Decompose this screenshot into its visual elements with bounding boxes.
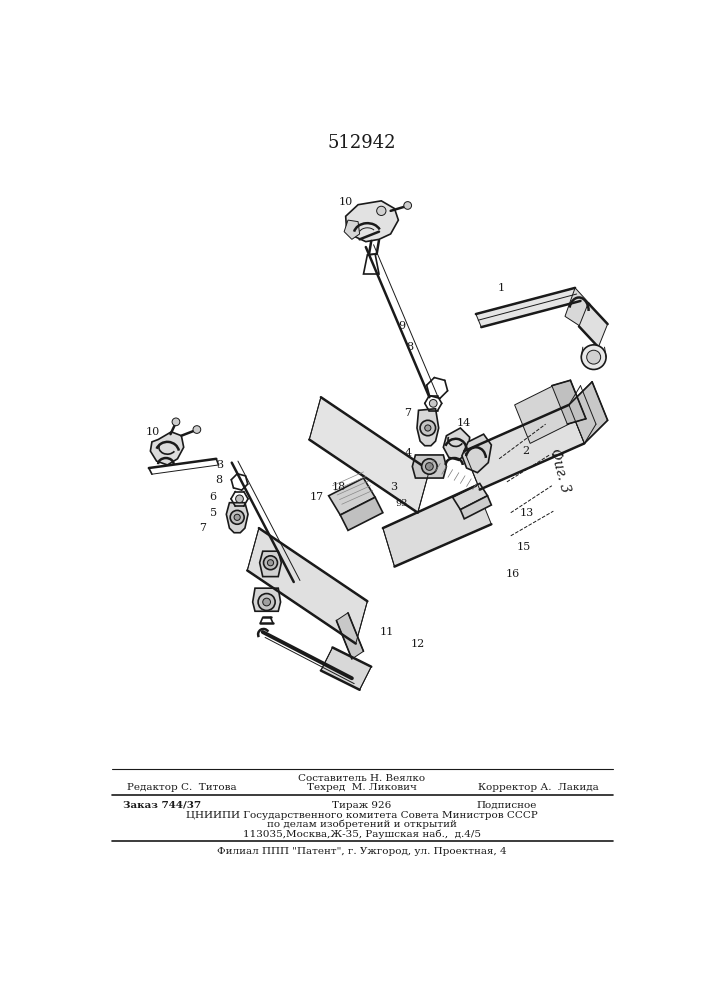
Polygon shape	[452, 483, 488, 510]
Circle shape	[429, 400, 437, 407]
Text: Фиг. 3: Фиг. 3	[547, 447, 572, 494]
Polygon shape	[579, 303, 607, 347]
Circle shape	[172, 418, 180, 426]
Circle shape	[193, 426, 201, 433]
Circle shape	[420, 420, 436, 436]
Text: 9: 9	[399, 321, 406, 331]
Circle shape	[267, 560, 274, 566]
Text: 8: 8	[407, 342, 414, 352]
Text: Редактор С.  Титова: Редактор С. Титова	[127, 783, 236, 792]
Text: Тираж 926: Тираж 926	[332, 801, 392, 810]
Circle shape	[426, 463, 433, 470]
Text: 4: 4	[405, 448, 412, 458]
Text: 16: 16	[506, 569, 520, 579]
Polygon shape	[476, 288, 580, 327]
Text: 3: 3	[216, 460, 223, 470]
Polygon shape	[460, 496, 491, 519]
Polygon shape	[321, 647, 371, 690]
Text: 13: 13	[520, 508, 534, 518]
Text: 1: 1	[498, 283, 505, 293]
Polygon shape	[565, 288, 590, 328]
Polygon shape	[259, 551, 281, 577]
Text: 5: 5	[211, 508, 218, 518]
Text: 11: 11	[380, 627, 394, 637]
Circle shape	[235, 495, 243, 503]
Text: 12: 12	[411, 639, 425, 649]
Polygon shape	[346, 201, 398, 242]
Circle shape	[587, 350, 601, 364]
Circle shape	[425, 425, 431, 431]
Text: 512942: 512942	[328, 134, 396, 152]
Text: 10: 10	[339, 197, 353, 207]
Text: 8: 8	[215, 475, 222, 485]
Polygon shape	[344, 220, 360, 239]
Text: 7: 7	[199, 523, 206, 533]
Polygon shape	[443, 428, 469, 460]
Text: Техред  М. Ликович: Техред М. Ликович	[307, 783, 417, 792]
Polygon shape	[151, 432, 184, 465]
Text: 113035,Москва,Ж-35, Раушская наб.,  д.4/5: 113035,Москва,Ж-35, Раушская наб., д.4/5	[243, 829, 481, 839]
Text: 17: 17	[310, 492, 324, 502]
Text: Составитель Н. Веялко: Составитель Н. Веялко	[298, 774, 426, 783]
Polygon shape	[462, 434, 491, 473]
Polygon shape	[247, 528, 368, 644]
Polygon shape	[464, 405, 585, 490]
Circle shape	[581, 345, 606, 369]
Text: Заказ 744/37: Заказ 744/37	[123, 801, 201, 810]
Text: 10: 10	[146, 427, 160, 437]
Polygon shape	[226, 503, 248, 533]
Circle shape	[230, 510, 244, 524]
Polygon shape	[329, 478, 375, 515]
Text: 14: 14	[457, 418, 472, 428]
Text: 18: 18	[332, 482, 346, 492]
Text: 15: 15	[517, 542, 531, 552]
Polygon shape	[515, 386, 569, 443]
Circle shape	[377, 206, 386, 215]
Text: Подписное: Подписное	[477, 801, 537, 810]
Circle shape	[258, 594, 275, 610]
Polygon shape	[337, 613, 363, 659]
Text: 93: 93	[395, 499, 408, 508]
Polygon shape	[252, 588, 281, 611]
Text: ЦНИИПИ Государственного комитета Совета Министров СССР: ЦНИИПИ Государственного комитета Совета …	[186, 811, 538, 820]
Text: Филиал ППП "Патент", г. Ужгород, ул. Проектная, 4: Филиал ППП "Патент", г. Ужгород, ул. Про…	[217, 847, 507, 856]
Text: 2: 2	[522, 446, 529, 456]
Text: 3: 3	[390, 482, 397, 492]
Circle shape	[264, 556, 277, 570]
Polygon shape	[552, 380, 586, 424]
Text: 6: 6	[209, 492, 216, 502]
Circle shape	[404, 202, 411, 209]
Circle shape	[263, 598, 271, 606]
Polygon shape	[417, 409, 438, 446]
Polygon shape	[340, 497, 383, 530]
Circle shape	[234, 514, 240, 520]
Polygon shape	[383, 486, 491, 567]
Circle shape	[421, 459, 437, 474]
Text: по делам изобретений и открытий: по делам изобретений и открытий	[267, 820, 457, 829]
Text: 7: 7	[404, 408, 411, 418]
Polygon shape	[412, 455, 446, 478]
Polygon shape	[569, 382, 607, 443]
Text: Корректор А.  Лакида: Корректор А. Лакида	[477, 783, 598, 792]
Polygon shape	[309, 397, 429, 513]
